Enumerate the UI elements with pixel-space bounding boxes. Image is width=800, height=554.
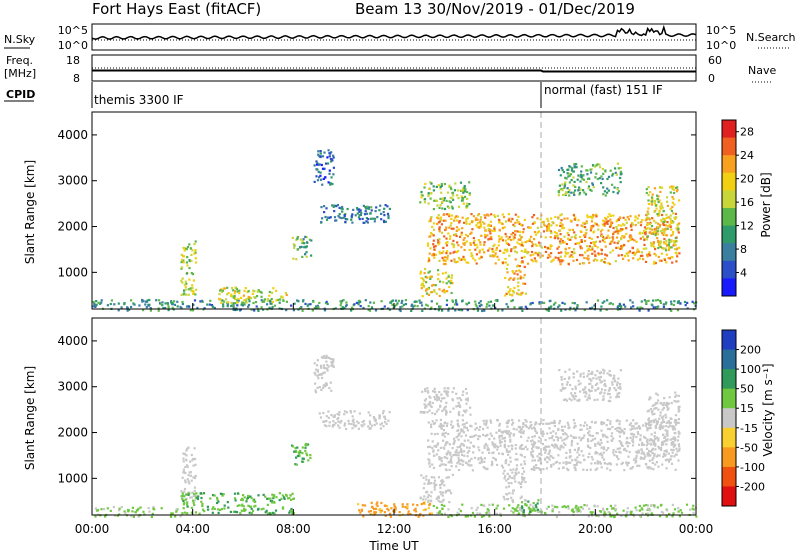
colorbar-swatch xyxy=(722,447,736,467)
y-tick-label: 3000 xyxy=(57,380,88,394)
freq-tick-top: 18 xyxy=(66,54,80,67)
velocity-colorbar: 200 100 50 15 -15 -50 -100 -200 xyxy=(722,330,765,507)
nsky-trace xyxy=(92,27,696,40)
colorbar-tick-label: 16 xyxy=(740,196,754,209)
cpid-label: CPID xyxy=(6,88,35,101)
nsearch-label: N.Search xyxy=(746,31,796,44)
colorbar-tick-label: 200 xyxy=(740,344,761,357)
colorbar-swatch xyxy=(722,261,736,279)
colorbar-tick-label: -15 xyxy=(740,422,758,435)
colorbar-swatch xyxy=(722,408,736,428)
x-tick-label: 12:00 xyxy=(377,522,412,536)
colorbar-tick-label: 12 xyxy=(740,220,754,233)
colorbar-swatch xyxy=(722,369,736,389)
colorbar-swatch xyxy=(722,208,736,226)
power-ylabel: Slant Range [km] xyxy=(23,160,37,264)
y-tick-label: 1000 xyxy=(57,265,88,279)
y-tick-label: 2000 xyxy=(57,426,88,440)
y-tick-label: 2000 xyxy=(57,220,88,234)
nsky-tick-bottom: 10^0 xyxy=(58,39,88,52)
cpid-segment-1: themis 3300 IF xyxy=(94,93,184,107)
nsky-label: N.Sky xyxy=(4,33,36,46)
x-tick-label: 20:00 xyxy=(578,522,613,536)
colorbar-tick-label: 100 xyxy=(740,363,761,376)
x-tick-label: 00:00 xyxy=(679,522,714,536)
freq-tick-bottom: 8 xyxy=(73,72,80,85)
colorbar-swatch xyxy=(722,467,736,487)
colorbar-swatch xyxy=(722,138,736,156)
colorbar-swatch xyxy=(722,428,736,448)
colorbar-swatch xyxy=(722,350,736,370)
freq-label: Freq. xyxy=(6,54,33,67)
colorbar-swatch xyxy=(722,226,736,244)
freq-trace xyxy=(92,68,696,72)
cpid-segment-2: normal (fast) 151 IF xyxy=(544,83,663,97)
nave-label: Nave xyxy=(748,64,776,77)
x-axis-label: Time UT xyxy=(368,539,419,553)
colorbar-swatch xyxy=(722,173,736,191)
colorbar-tick-label: -50 xyxy=(740,441,758,454)
power-colorbar: 28 24 20 16 12 8 4 xyxy=(722,120,754,297)
y-tick-label: 4000 xyxy=(57,128,88,142)
y-tick-label: 3000 xyxy=(57,174,88,188)
nsky-line xyxy=(92,27,696,39)
velocity-panel-background xyxy=(92,318,696,515)
nave-tick-bottom: 0 xyxy=(708,72,715,85)
nsearch-tick-top: 10^5 xyxy=(706,24,736,37)
colorbar-tick-label: 15 xyxy=(740,402,754,415)
colorbar-swatch xyxy=(722,486,736,506)
colorbar-tick-label: 20 xyxy=(740,173,754,186)
station-title: Fort Hays East (fitACF) xyxy=(92,0,261,18)
colorbar-swatch xyxy=(722,330,736,350)
power-colorbar-label: Power [dB] xyxy=(759,172,773,237)
x-tick-label: 04:00 xyxy=(175,522,210,536)
colorbar-tick-label: -100 xyxy=(740,461,765,474)
colorbar-swatch xyxy=(722,120,736,138)
colorbar-swatch xyxy=(722,278,736,296)
freq-unit: [MHz] xyxy=(4,67,36,80)
colorbar-swatch xyxy=(722,190,736,208)
nsearch-tick-bottom: 10^0 xyxy=(706,39,736,52)
y-tick-label: 1000 xyxy=(57,471,88,485)
nave-tick-top: 60 xyxy=(708,54,722,67)
colorbar-tick-label: 8 xyxy=(740,243,747,256)
x-tick-label: 08:00 xyxy=(276,522,311,536)
colorbar-tick-label: 24 xyxy=(740,149,754,162)
colorbar-swatch xyxy=(722,389,736,409)
colorbar-tick-label: -200 xyxy=(740,480,765,493)
velocity-ylabel: Slant Range [km] xyxy=(23,366,37,470)
freq-line xyxy=(92,71,696,72)
x-tick-label: 00:00 xyxy=(75,522,110,536)
colorbar-tick-label: 28 xyxy=(740,126,754,139)
colorbar-swatch xyxy=(722,155,736,173)
nsky-tick-top: 10^5 xyxy=(58,24,88,37)
beam-date-title: Beam 13 30/Nov/2019 - 01/Dec/2019 xyxy=(355,0,635,18)
x-tick-label: 16:00 xyxy=(477,522,512,536)
colorbar-swatch xyxy=(722,243,736,261)
colorbar-tick-label: 4 xyxy=(740,267,747,280)
colorbar-tick-label: 50 xyxy=(740,383,754,396)
velocity-colorbar-label: Velocity [m s⁻¹] xyxy=(761,363,775,456)
y-tick-label: 4000 xyxy=(57,334,88,348)
